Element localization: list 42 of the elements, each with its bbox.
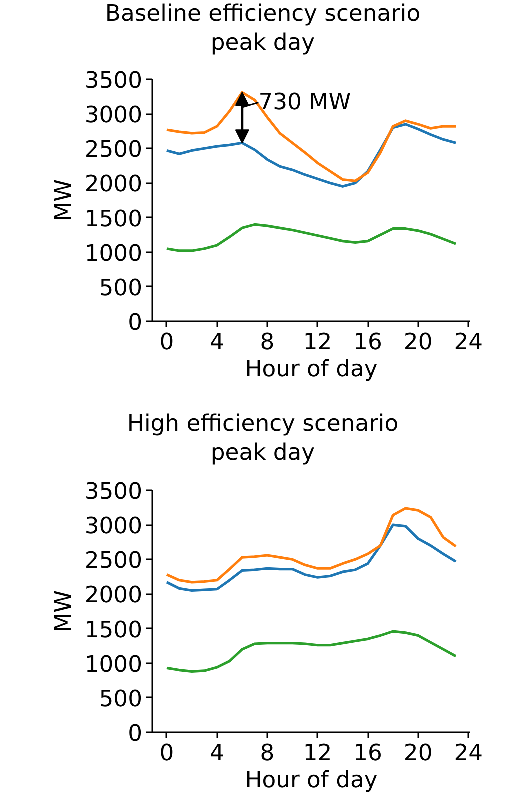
y-tick-label: 1000 <box>84 240 143 267</box>
y-tick-label: 500 <box>99 275 143 302</box>
x-tick-label: 8 <box>260 740 275 766</box>
line-series <box>166 507 458 584</box>
y-tick-label: 2000 <box>84 172 143 198</box>
y-tick-label: 2500 <box>84 548 143 574</box>
x-tick-label: 4 <box>210 740 224 766</box>
line-series <box>166 223 458 252</box>
chart-title: High efficiency scenario peak day <box>127 410 399 468</box>
x-tick-label: 24 <box>454 330 484 356</box>
x-tick-label: 24 <box>454 740 484 766</box>
x-axis-title: Hour of day <box>245 768 378 794</box>
x-tick-label: 12 <box>303 330 332 356</box>
y-tick-label: 3000 <box>84 102 143 129</box>
x-tick-label: 4 <box>210 330 224 356</box>
y-tick-label: 0 <box>128 721 143 747</box>
y-tick-label: 2000 <box>84 582 143 609</box>
x-tick-label: 20 <box>404 740 433 766</box>
y-tick-label: 1500 <box>84 617 143 644</box>
y-axis-title: MW <box>50 180 77 222</box>
y-tick-label: 3000 <box>84 514 143 540</box>
line-series <box>166 91 458 182</box>
y-tick-label: 0 <box>128 310 143 336</box>
annotation: 730 MW <box>258 90 352 116</box>
x-tick-label: 0 <box>160 740 174 766</box>
y-tick-label: 2500 <box>84 137 143 164</box>
y-axis-title: MW <box>50 590 77 632</box>
y-tick-label: 500 <box>99 686 143 712</box>
x-tick-label: 12 <box>303 740 332 766</box>
y-tick-label: 1500 <box>84 206 143 232</box>
line-series <box>166 630 458 673</box>
y-tick-label: 3500 <box>84 479 143 505</box>
x-axis-title: Hour of day <box>245 356 378 382</box>
y-tick-label: 3500 <box>84 68 143 94</box>
line-series <box>166 524 458 592</box>
x-tick-label: 20 <box>404 330 433 356</box>
x-tick-label: 16 <box>354 740 382 766</box>
x-tick-label: 8 <box>260 330 275 356</box>
y-tick-label: 1000 <box>84 652 143 678</box>
x-tick-label: 16 <box>354 330 382 356</box>
x-tick-label: 0 <box>160 330 174 356</box>
chart-title: Baseline efficiency scenario peak day <box>105 0 421 58</box>
